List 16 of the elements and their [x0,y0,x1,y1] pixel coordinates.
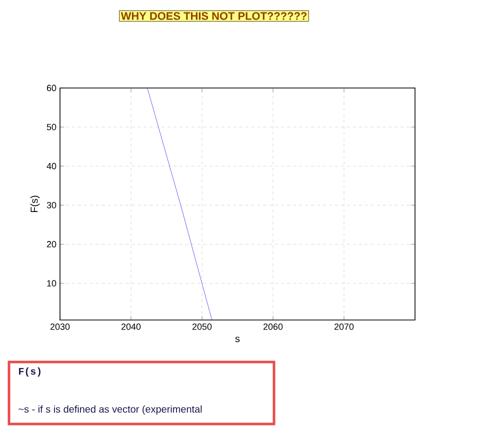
y-tick-label: 40 [46,162,56,170]
text: ~s - if s is defined as vector (experimental [18,405,202,415]
text: F(s) [19,367,40,377]
x-tick-label: 2040 [121,324,141,330]
y-axis-title: F(s) [30,196,40,212]
y-tick-label: 60 [46,84,56,92]
chart-title: WHY DOES THIS NOT PLOT?????? [120,12,307,20]
y-tick-label: 30 [46,202,56,208]
x-tick-label: 2070 [334,324,354,330]
y-tick-label: 50 [46,124,56,130]
x-tick-label: 2030 [50,324,70,330]
y-tick-label: 10 [47,280,56,286]
x-axis-title: s [235,336,240,342]
y-tick-label: 20 [46,241,56,248]
x-tick-label: 2050 [192,324,212,330]
x-tick-label: 2060 [263,324,283,330]
